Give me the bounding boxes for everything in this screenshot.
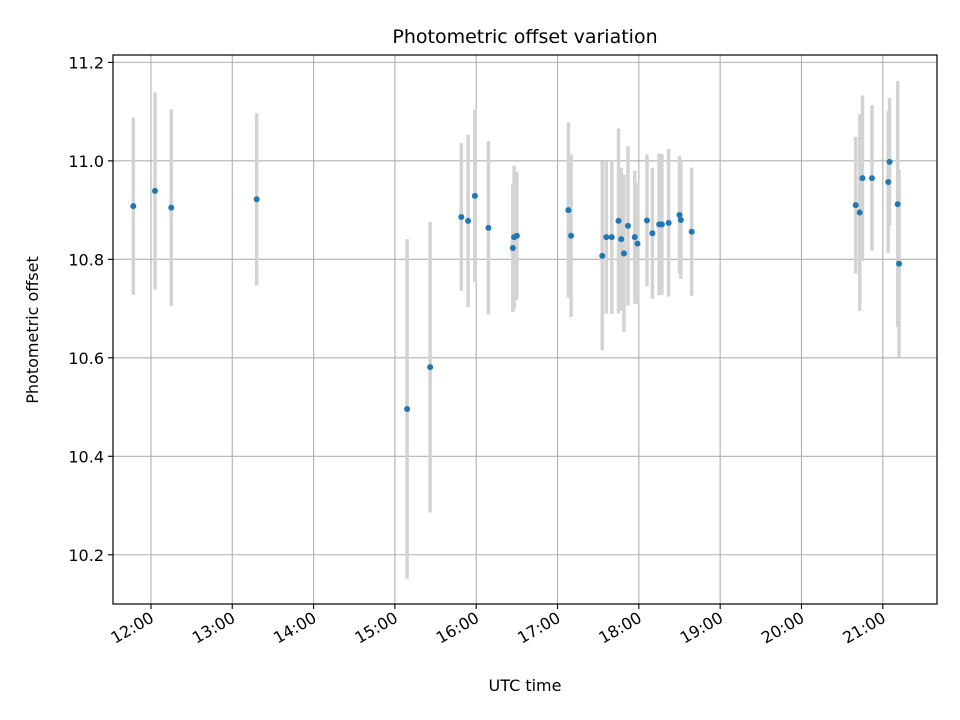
data-point <box>618 236 625 243</box>
data-point <box>565 207 572 214</box>
gridlines <box>113 55 937 604</box>
x-tick-label: 16:00 <box>433 608 482 648</box>
x-tick-label: 13:00 <box>189 608 238 648</box>
x-tick-label: 17:00 <box>514 608 563 648</box>
data-point <box>615 217 622 224</box>
data-point <box>253 196 260 203</box>
data-point <box>458 213 465 220</box>
y-axis-ticks: 10.2 10.4 10.6 10.8 11.0 11.2 <box>68 53 113 565</box>
data-point <box>620 250 627 257</box>
y-tick-label: 10.8 <box>68 250 104 269</box>
x-tick-label: 12:00 <box>108 608 157 648</box>
x-tick-label: 15:00 <box>351 608 400 648</box>
data-point <box>677 216 684 223</box>
data-point <box>513 232 520 239</box>
x-axis-label: UTC time <box>489 676 562 695</box>
data-point <box>643 217 650 224</box>
y-tick-label: 10.4 <box>68 447 104 466</box>
data-point <box>608 234 615 241</box>
data-point <box>859 175 866 182</box>
data-point <box>168 204 175 211</box>
y-tick-label: 10.6 <box>68 349 104 368</box>
data-point <box>471 192 478 199</box>
data-point <box>665 219 672 226</box>
plot-area <box>113 55 937 604</box>
data-point <box>152 187 159 194</box>
y-tick-label: 10.2 <box>68 546 104 565</box>
data-point <box>130 203 137 210</box>
x-tick-label: 18:00 <box>595 608 644 648</box>
x-tick-label: 14:00 <box>270 608 319 648</box>
data-point <box>886 158 893 165</box>
data-point <box>856 209 863 216</box>
data-point <box>688 228 695 235</box>
data-point <box>634 240 641 247</box>
data-point <box>852 202 859 209</box>
chart-title: Photometric offset variation <box>392 26 657 48</box>
data-point <box>868 175 875 182</box>
x-axis-ticks: 12:00 13:00 14:00 15:00 16:00 17:00 18:00 19:00… <box>108 604 889 648</box>
data-point <box>658 221 665 228</box>
y-axis-label: Photometric offset <box>23 256 42 404</box>
data-point <box>631 234 638 241</box>
data-point <box>603 234 610 241</box>
plot-frame <box>112 54 938 605</box>
x-tick-label: 21:00 <box>839 608 888 648</box>
data-point <box>404 406 411 413</box>
data-point <box>676 212 683 219</box>
data-point <box>625 222 631 229</box>
data-point <box>649 230 656 237</box>
data-point <box>894 201 901 208</box>
data-point <box>568 232 575 239</box>
y-tick-label: 11.2 <box>68 53 104 72</box>
data-point <box>885 179 892 186</box>
data-points <box>130 158 903 413</box>
y-tick-label: 11.0 <box>68 152 104 171</box>
data-point <box>485 224 492 231</box>
data-point <box>509 245 516 252</box>
x-tick-label: 19:00 <box>677 608 726 648</box>
data-point <box>427 364 434 371</box>
x-tick-label: 20:00 <box>758 608 807 648</box>
data-point <box>599 252 606 259</box>
data-point <box>896 260 903 267</box>
data-point <box>465 217 472 224</box>
